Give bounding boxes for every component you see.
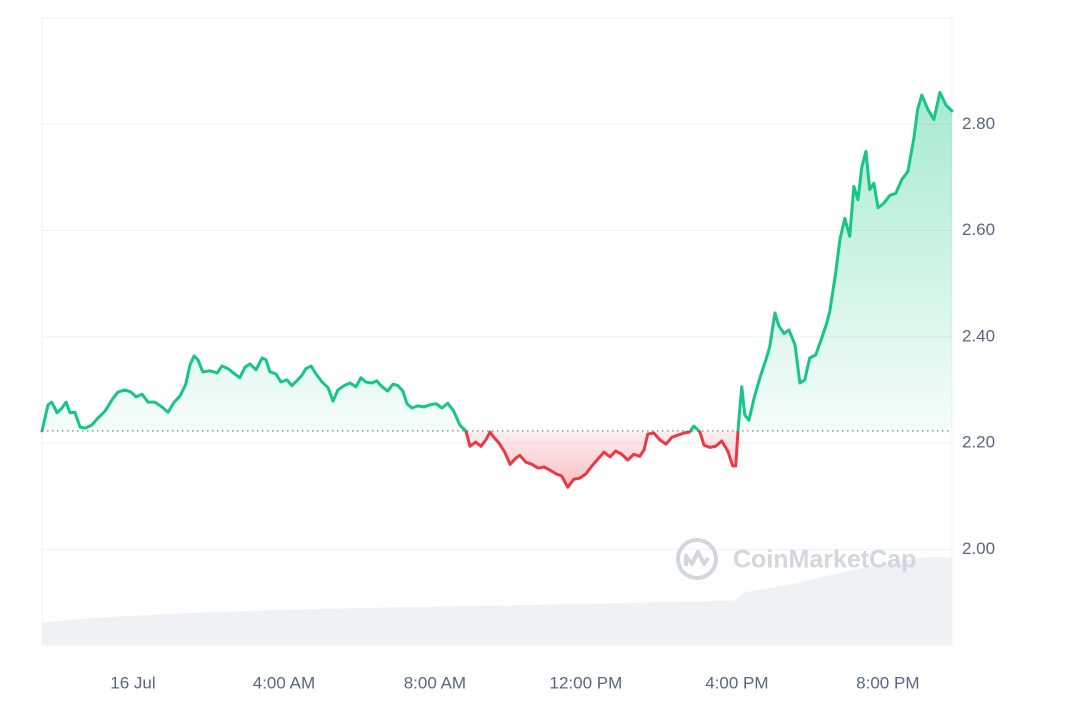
- axes: 2.00 2.20 2.40 2.60 2.80 16 Jul 4:00 AM 8:00 AM…: [110, 114, 995, 693]
- x-tick-label: 8:00 AM: [404, 673, 466, 692]
- x-tick-label: 4:00 PM: [705, 673, 768, 692]
- y-tick-label: 2.20: [962, 433, 995, 452]
- y-tick-label: 2.80: [962, 114, 995, 133]
- watermark-logo: [676, 538, 718, 580]
- x-tick-label: 8:00 PM: [856, 673, 919, 692]
- price-line: [40, 90, 954, 489]
- price-area: [42, 92, 952, 488]
- watermark: CoinMarketCap: [676, 538, 916, 580]
- watermark-logo-mark: [684, 550, 710, 566]
- x-tick-label: 4:00 AM: [253, 673, 315, 692]
- x-tick-label: 16 Jul: [110, 673, 155, 692]
- volume-layer: [42, 557, 952, 645]
- x-tick-label: 12:00 PM: [550, 673, 623, 692]
- y-tick-label: 2.00: [962, 539, 995, 558]
- y-tick-label: 2.40: [962, 326, 995, 345]
- watermark-text: CoinMarketCap: [733, 546, 916, 574]
- volume-area: [42, 557, 952, 645]
- grid: [42, 123, 952, 550]
- plot: [40, 90, 954, 489]
- y-tick-label: 2.60: [962, 220, 995, 239]
